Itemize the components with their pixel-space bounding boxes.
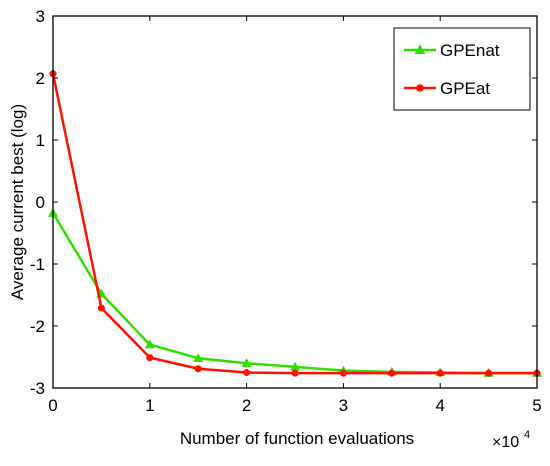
- data-point-gpeat: [388, 369, 396, 377]
- x-tick-label: 5: [532, 396, 541, 415]
- y-tick-label: 3: [36, 7, 45, 26]
- legend-item-gpenat: GPEnat: [404, 41, 500, 60]
- data-point-gpenat: [193, 353, 204, 362]
- legend: GPEnat GPEat: [393, 27, 531, 111]
- data-point-gpenat: [241, 358, 252, 367]
- data-point-gpeat: [194, 365, 202, 373]
- x-tick-label: 0: [48, 396, 57, 415]
- legend-label-gpeat: GPEat: [440, 79, 490, 98]
- data-point-gpeat: [436, 369, 444, 377]
- y-tick-label: 2: [36, 69, 45, 88]
- axes-layer: 0 1 2 3 4 5 3 2 1 0 -1 -2 -3: [30, 7, 542, 415]
- data-point-gpeat: [243, 368, 251, 377]
- x-tick-label: 4: [435, 396, 444, 415]
- x-tick-label: 3: [339, 396, 348, 415]
- series-gpeat: [49, 70, 541, 377]
- data-point-gpenat: [144, 339, 155, 349]
- data-point-gpeat: [485, 369, 493, 377]
- y-tick-label: -1: [30, 255, 45, 274]
- data-point-gpeat: [339, 369, 347, 377]
- legend-marker-gpeat: [416, 84, 424, 92]
- x-tick-label: 2: [242, 396, 251, 415]
- y-tick-label: 0: [36, 193, 45, 212]
- data-point-gpeat: [291, 369, 299, 377]
- data-point-gpeat: [97, 304, 105, 312]
- data-point-gpeat: [146, 354, 154, 362]
- legend-box: [393, 27, 531, 111]
- legend-marker-gpenat: [414, 44, 426, 54]
- series-layer: [47, 70, 543, 377]
- x-axis-label: Number of function evaluations: [180, 429, 414, 448]
- y-axis-label: Average current best (log): [8, 104, 27, 300]
- x-axis-scale-exponent: 4: [524, 429, 530, 441]
- x-tick-label: 1: [145, 396, 154, 415]
- y-tick-label: 1: [36, 131, 45, 150]
- y-tick-label: -3: [30, 379, 45, 398]
- legend-item-gpeat: GPEat: [404, 79, 490, 98]
- y-tick-label: -2: [30, 317, 45, 336]
- legend-label-gpenat: GPEnat: [440, 41, 500, 60]
- x-axis-scale-label: ×10: [492, 434, 519, 451]
